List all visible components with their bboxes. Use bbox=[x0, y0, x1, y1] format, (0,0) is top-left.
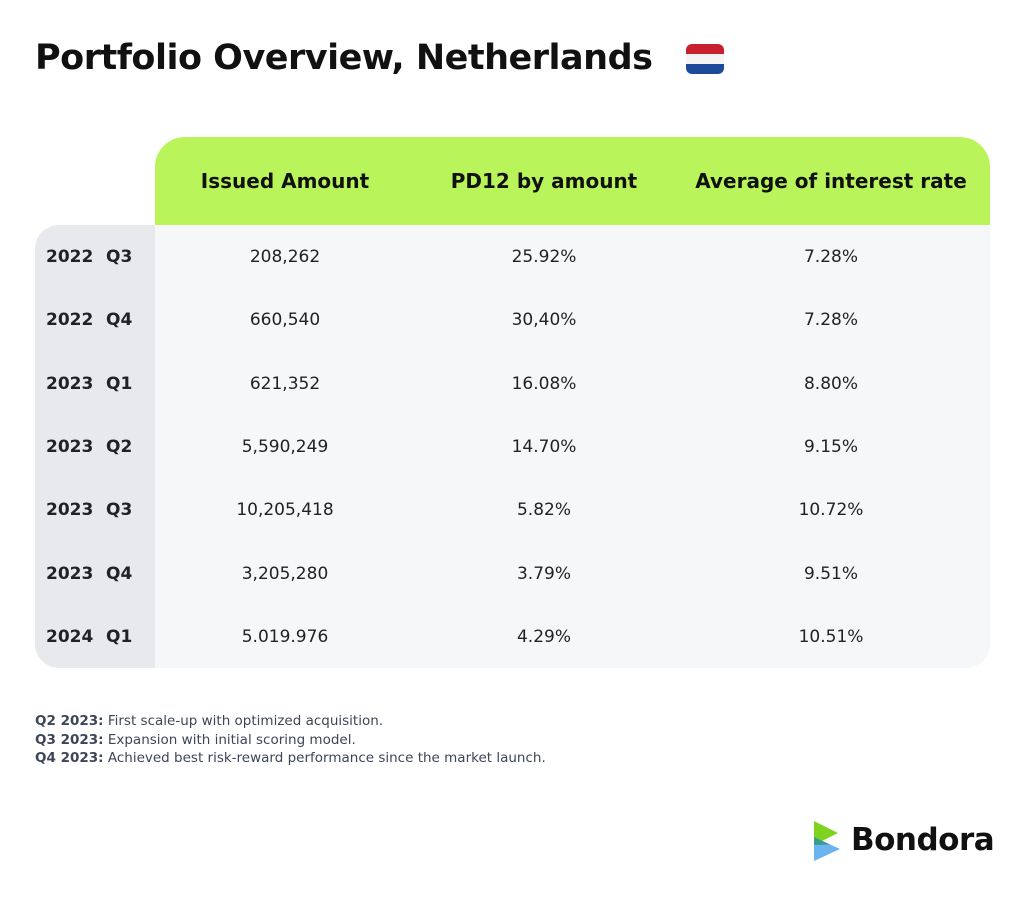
logo-icon bbox=[814, 821, 840, 861]
note-label: Q2 2023: bbox=[35, 713, 104, 729]
note-text: Achieved best risk-reward performance si… bbox=[107, 750, 546, 766]
row-year: 2023 bbox=[46, 563, 94, 584]
cell: 10.72% bbox=[798, 500, 864, 521]
logo-text: Bondora bbox=[851, 822, 995, 858]
cell: 10,205,418 bbox=[236, 500, 334, 521]
table-body bbox=[155, 225, 990, 668]
cell: 14.70% bbox=[511, 436, 577, 457]
note-label: Q4 2023: bbox=[35, 750, 104, 766]
cell: 3,205,280 bbox=[241, 563, 329, 584]
note-text: First scale-up with optimized acquisitio… bbox=[107, 713, 384, 729]
note-text: Expansion with initial scoring model. bbox=[107, 731, 356, 748]
row-year: 2022 bbox=[46, 247, 94, 267]
row-quarter: Q1 bbox=[106, 373, 133, 394]
row-quarter: Q3 bbox=[106, 500, 133, 521]
cell: 25.92% bbox=[511, 247, 577, 267]
cell: 5.019.976 bbox=[241, 626, 329, 647]
row-year: 2022 bbox=[46, 310, 94, 331]
cell: 5.82% bbox=[516, 500, 572, 521]
cell: 7.28% bbox=[803, 247, 859, 267]
header-band bbox=[155, 137, 990, 225]
row-year: 2023 bbox=[46, 436, 94, 457]
row-quarter: Q4 bbox=[106, 310, 133, 331]
note: Q3 2023: Expansion with initial scoring … bbox=[35, 732, 356, 748]
row-label-column bbox=[35, 225, 155, 668]
row-quarter: Q3 bbox=[106, 247, 133, 267]
cell: 9.15% bbox=[803, 436, 859, 457]
cell: 16.08% bbox=[511, 373, 577, 394]
flag bbox=[686, 44, 724, 74]
cell: 208,262 bbox=[249, 247, 321, 267]
note-label: Q3 2023: bbox=[35, 731, 104, 748]
row-quarter: Q4 bbox=[106, 563, 133, 584]
cell: 660,540 bbox=[249, 310, 321, 331]
note: Q4 2023: Achieved best risk-reward perfo… bbox=[35, 750, 546, 766]
cell: 10.51% bbox=[798, 626, 864, 647]
row-year: 2023 bbox=[46, 500, 94, 521]
column-header: Issued Amount bbox=[200, 169, 370, 193]
cell: 9.51% bbox=[803, 563, 859, 584]
cell: 30,40% bbox=[511, 310, 577, 331]
row-year: 2023 bbox=[46, 373, 94, 394]
cell: 4.29% bbox=[516, 626, 572, 647]
column-header: Average of interest rate bbox=[695, 169, 967, 193]
cell: 3.79% bbox=[516, 563, 572, 584]
column-header: PD12 by amount bbox=[450, 169, 638, 193]
row-year: 2024 bbox=[46, 626, 94, 647]
row-quarter: Q2 bbox=[106, 436, 133, 457]
cell: 8.80% bbox=[803, 373, 859, 394]
title: Portfolio Overview, Netherlands bbox=[35, 38, 653, 78]
row-quarter: Q1 bbox=[106, 626, 133, 647]
note: Q2 2023: First scale-up with optimized a… bbox=[35, 713, 383, 729]
cell: 621,352 bbox=[249, 373, 321, 394]
cell: 5,590,249 bbox=[241, 436, 329, 457]
cell: 7.28% bbox=[803, 310, 859, 331]
